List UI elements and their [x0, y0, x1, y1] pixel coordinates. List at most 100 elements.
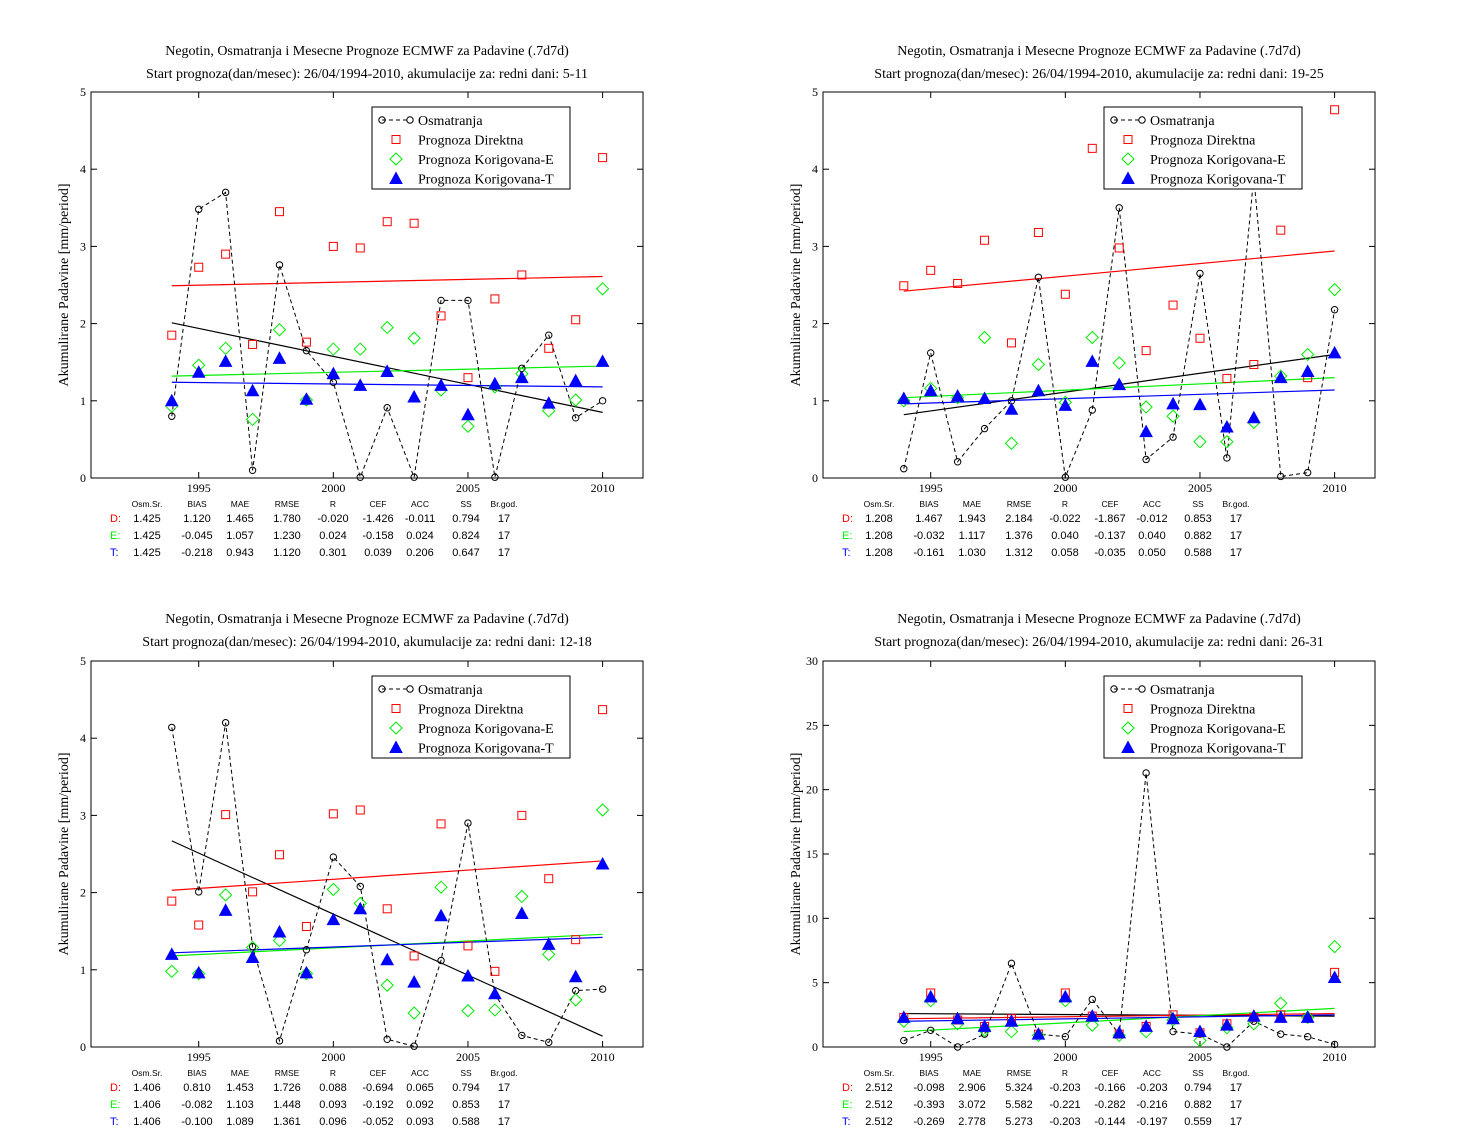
stats-cell: -0.144	[1094, 1116, 1125, 1128]
stats-cell: -0.012	[1136, 513, 1167, 525]
point-corr_t	[568, 969, 583, 983]
stats-cell: 0.588	[1184, 547, 1212, 559]
point-corr_t	[1058, 989, 1073, 1003]
point-direct	[1087, 143, 1097, 153]
stats-header: Br.god.	[491, 499, 518, 509]
point-corr_e	[380, 320, 394, 335]
point-direct	[598, 153, 608, 163]
stats-header: BIAS	[919, 499, 939, 509]
point-corr_t	[272, 351, 287, 364]
point-observed	[275, 1037, 284, 1045]
point-direct	[571, 935, 581, 945]
stats-cell: 17	[498, 530, 510, 542]
series-observed	[168, 719, 607, 1050]
stats-cell: 0.853	[1184, 513, 1212, 525]
x-tick-label: 1995	[919, 1050, 943, 1064]
legend-marker-direct	[391, 135, 401, 144]
point-observed	[1088, 406, 1096, 414]
legend-marker-observed	[1110, 685, 1118, 693]
point-direct	[517, 810, 527, 820]
stats-cell: -0.052	[362, 1116, 393, 1128]
plot-frame	[90, 660, 644, 1048]
point-corr_t	[1112, 1025, 1127, 1039]
point-corr_t	[299, 392, 314, 405]
point-corr_t	[461, 407, 475, 421]
point-corr_t	[191, 365, 206, 378]
stats-cell: 0.647	[452, 547, 480, 559]
stats-cell: -0.158	[362, 530, 393, 542]
point-observed	[221, 719, 230, 727]
legend-marker-observed	[378, 116, 386, 124]
stats-table: Osm.Sr. BIAS MAE RMSE R CEF ACC SS Br.god. D: 1.42…	[110, 499, 517, 559]
point-observed	[195, 205, 203, 214]
point-corr_e	[434, 880, 448, 894]
series-corr_t	[896, 345, 1342, 438]
point-corr_t	[380, 952, 395, 966]
stats-cell: -0.216	[1136, 1099, 1167, 1111]
y-tick-label: 0	[812, 471, 818, 485]
point-direct	[248, 339, 258, 349]
point-corr_e	[542, 947, 556, 962]
point-corr_t	[1139, 424, 1153, 438]
x-tick-label: 2000	[321, 481, 345, 495]
stats-cell: 0.559	[1184, 1116, 1212, 1128]
stats-cell: 17	[498, 1116, 510, 1128]
stats-cell: -0.218	[181, 547, 212, 559]
point-corr_t	[896, 391, 911, 404]
point-direct	[221, 249, 231, 259]
point-observed	[900, 465, 908, 473]
point-observed	[1088, 995, 1096, 1004]
stats-cell: 0.024	[319, 530, 347, 542]
x-tick-label: 2010	[591, 1050, 615, 1064]
point-observed	[491, 473, 499, 481]
point-observed	[598, 985, 607, 993]
stats-cell: 0.040	[1138, 530, 1166, 542]
point-observed	[356, 882, 364, 891]
point-observed	[464, 819, 472, 827]
point-observed	[1277, 472, 1285, 481]
stats-table: Osm.Sr. BIAS MAE RMSE R CEF ACC SS Br.god. D: 2.51…	[842, 1068, 1249, 1128]
point-corr_t	[977, 391, 992, 404]
point-observed	[383, 404, 391, 412]
legend-label-direct: Prognoza Direktna	[1150, 134, 1256, 149]
y-tick-label: 0	[80, 1040, 86, 1054]
legend-marker-observed	[1138, 685, 1146, 693]
point-observed	[1303, 1033, 1312, 1041]
point-direct	[1060, 289, 1070, 299]
legend-label-corr_t: Prognoza Korigovana-T	[1150, 173, 1286, 188]
point-direct	[328, 241, 338, 251]
stats-cell: -0.045	[181, 530, 212, 542]
stats-table: Osm.Sr. BIAS MAE RMSE R CEF ACC SS Br.god. D: 1.20…	[842, 499, 1249, 559]
stats-cell: -0.098	[913, 1082, 944, 1094]
point-direct	[194, 920, 204, 930]
point-direct	[1330, 105, 1340, 115]
x-tick-label: 2005	[1188, 481, 1212, 495]
y-tick-label: 0	[80, 471, 86, 485]
stats-row-label-corr_e: E:	[110, 1099, 120, 1111]
point-corr_t	[164, 947, 179, 960]
point-observed	[1223, 454, 1231, 462]
stats-row-label-direct: D:	[110, 513, 121, 525]
stats-cell: 0.301	[319, 547, 347, 559]
point-direct	[1141, 346, 1151, 356]
point-corr_t	[1327, 970, 1342, 984]
stats-cell: -0.032	[913, 530, 944, 542]
series-corr_e	[897, 282, 1342, 450]
point-observed	[329, 853, 338, 861]
stats-cell: 1.057	[226, 530, 254, 542]
stats-cell: -0.197	[1136, 1116, 1167, 1128]
point-corr_e	[568, 993, 583, 1007]
point-observed	[464, 296, 472, 305]
y-tick-label: 5	[80, 654, 86, 668]
stats-cell: 0.040	[1051, 530, 1079, 542]
legend-marker-observed	[1138, 116, 1146, 124]
series-corr_t	[164, 856, 610, 1000]
point-corr_e	[299, 966, 314, 981]
point-observed	[927, 1026, 935, 1034]
y-tick-label: 2	[812, 317, 818, 331]
point-direct	[490, 966, 500, 976]
stats-header: Br.god.	[491, 1068, 518, 1078]
legend-marker-corr_t	[1121, 740, 1135, 753]
y-tick-label: 25	[806, 718, 818, 732]
stats-row-label-corr_t: T:	[110, 1116, 119, 1128]
